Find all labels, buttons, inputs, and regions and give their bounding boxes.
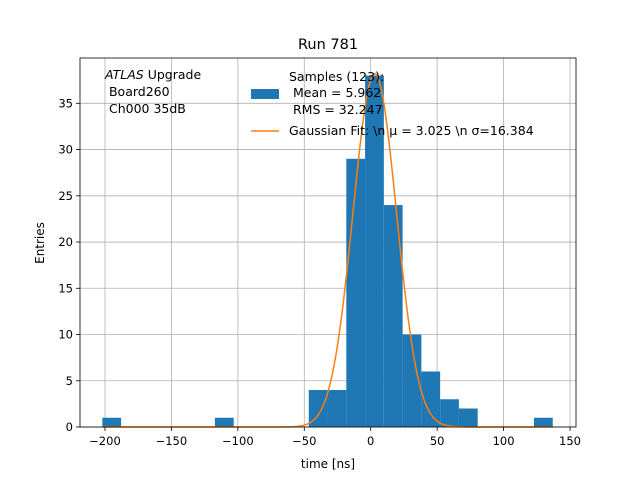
x-tick-label: 150: [559, 434, 581, 448]
histogram-bar: [214, 417, 234, 427]
histogram-bar: [102, 417, 122, 427]
y-tick-label: 0: [66, 420, 73, 434]
x-tick-label: 0: [367, 434, 374, 448]
annotation-line2: Board260: [105, 84, 170, 99]
histogram-bar: [533, 417, 553, 427]
annotation-line1: Upgrade: [144, 67, 202, 82]
plot-frame: [79, 57, 577, 428]
histogram-bar: [365, 75, 384, 428]
x-tick-label: −100: [222, 434, 254, 448]
histogram-bar: [421, 371, 441, 427]
y-axis-label: Entries: [33, 222, 47, 264]
chart-title: Run 781: [298, 37, 358, 53]
legend-fit-label: Gaussian Fit: \n μ = 3.025 \n σ=16.384: [289, 123, 534, 138]
y-tick-label: 5: [66, 374, 73, 388]
histogram-bar: [383, 205, 403, 427]
histogram-bar: [327, 390, 347, 427]
y-tick-label: 15: [58, 281, 73, 295]
y-tick-label: 25: [58, 189, 73, 203]
legend: Samples (123): Mean = 5.962 RMS = 32.247…: [251, 69, 534, 138]
legend-hist-line1: Samples (123):: [289, 69, 384, 84]
x-tick-label: 50: [430, 434, 445, 448]
annotation-line3: Ch000 35dB: [105, 101, 186, 116]
histogram-bar: [458, 408, 478, 427]
atlas-annotation: ATLAS Upgrade Board260 Ch000 35dB: [104, 67, 201, 116]
histogram-bar: [308, 390, 328, 427]
x-axis-label: time [ns]: [301, 457, 355, 471]
axis-ticks: −200 −150 −100 −50 0 50 100 150 0 5 10 15 20 25 30 35: [58, 96, 581, 448]
x-tick-label: −200: [89, 434, 121, 448]
x-tick-label: 100: [493, 434, 515, 448]
x-tick-label: −50: [292, 434, 316, 448]
atlas-label: ATLAS: [104, 67, 144, 82]
legend-hist-line2: Mean = 5.962: [289, 85, 381, 100]
x-tick-label: −150: [156, 434, 188, 448]
legend-hist-line3: RMS = 32.247: [289, 102, 383, 117]
histogram-bars: [102, 75, 553, 428]
y-tick-label: 10: [58, 328, 73, 342]
y-tick-label: 30: [58, 143, 73, 157]
svg-text:ATLAS Upgrade: ATLAS Upgrade: [104, 67, 201, 82]
histogram-bar: [440, 399, 459, 427]
y-tick-label: 20: [58, 235, 73, 249]
histogram-bar: [402, 334, 422, 427]
histogram-bar: [346, 158, 366, 427]
legend-hist-patch: [251, 89, 279, 99]
y-tick-label: 35: [58, 96, 73, 110]
